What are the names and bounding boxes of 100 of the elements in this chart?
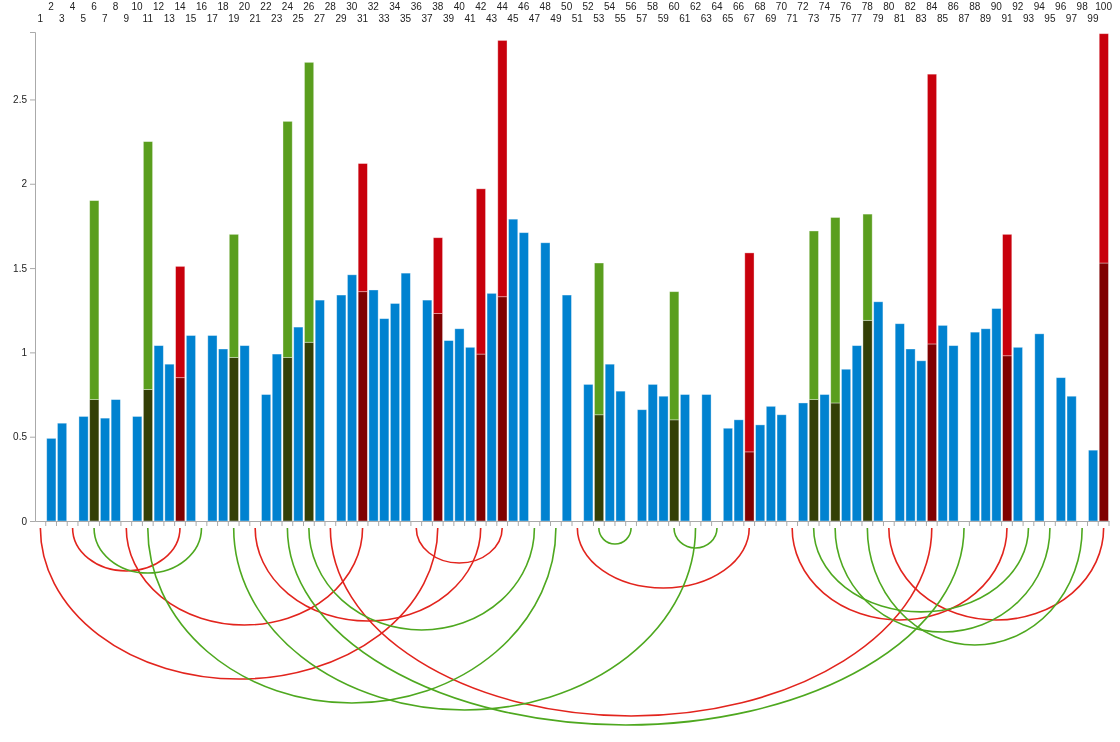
x-tick-label: 38: [432, 1, 444, 12]
x-tick-label: 59: [657, 13, 670, 24]
y-tick-label: 2: [21, 178, 28, 190]
x-tick-label: 57: [636, 13, 648, 24]
x-tick-label: 67: [743, 13, 756, 24]
x-tick-label: 58: [646, 1, 659, 12]
x-tick-label: 89: [979, 13, 992, 24]
x-tick-label: 42: [475, 1, 487, 12]
x-tick-label: 9: [123, 13, 130, 24]
x-tick-label: 51: [571, 13, 584, 24]
x-tick-label: 45: [507, 13, 519, 24]
y-tick-label: 0.5: [13, 431, 28, 443]
x-tick-label: 34: [389, 1, 401, 12]
x-tick-label: 72: [797, 1, 809, 12]
x-tick-label: 52: [582, 1, 595, 12]
x-tick-label: 23: [271, 13, 283, 24]
x-tick-label: 47: [528, 13, 541, 24]
x-tick-label: 46: [518, 1, 530, 12]
x-tick-label: 87: [958, 13, 971, 24]
x-tick-label: 62: [689, 1, 702, 12]
x-tick-label: 100: [1095, 1, 1113, 12]
x-tick-label: 64: [711, 1, 723, 12]
x-tick-label: 76: [840, 1, 852, 12]
x-tick-label: 81: [894, 13, 906, 24]
x-tick-label: 13: [163, 13, 176, 24]
x-tick-label: 28: [324, 1, 337, 12]
x-tick-label: 33: [378, 13, 391, 24]
x-tick-label: 68: [754, 1, 766, 12]
x-tick-label: 86: [947, 1, 960, 12]
x-tick-label: 74: [818, 1, 831, 12]
x-tick-label: 39: [442, 13, 455, 24]
x-tick-label: 65: [722, 13, 734, 24]
x-tick-label: 82: [904, 1, 917, 12]
x-tick-label: 2: [48, 1, 55, 12]
x-tick-label: 78: [861, 1, 874, 12]
x-tick-label: 48: [539, 1, 552, 12]
x-tick-label: 6: [91, 1, 98, 12]
x-tick-label: 37: [421, 13, 434, 24]
x-tick-label: 79: [872, 13, 885, 24]
x-tick-label: 96: [1055, 1, 1067, 12]
x-tick-label: 60: [668, 1, 681, 12]
x-tick-label: 95: [1044, 13, 1056, 24]
bar: [561, 294, 572, 522]
x-tick-label: 94: [1033, 1, 1046, 12]
x-tick-label: 21: [249, 13, 262, 24]
y-tick-label: 0: [21, 515, 28, 527]
x-tick-label: 70: [775, 1, 788, 12]
x-tick-label: 92: [1012, 1, 1024, 12]
x-tick-label: 27: [314, 13, 326, 24]
bar: [540, 242, 551, 522]
x-tick-label: 35: [399, 13, 412, 24]
x-tick-label: 12: [152, 1, 165, 12]
x-tick-label: 11: [142, 13, 154, 24]
x-tick-label: 77: [851, 13, 863, 24]
x-tick-label: 30: [346, 1, 358, 12]
x-tick-label: 83: [915, 13, 928, 24]
x-tick-label: 40: [453, 1, 466, 12]
x-tick-label: 16: [195, 1, 208, 12]
x-tick-label: 14: [174, 1, 186, 12]
x-tick-label: 55: [614, 13, 627, 24]
x-tick-label: 93: [1022, 13, 1035, 24]
x-tick-label: 31: [357, 13, 369, 24]
x-tick-label: 24: [281, 1, 294, 12]
x-tick-label: 15: [185, 13, 197, 24]
y-tick-label: 1.5: [13, 262, 28, 274]
x-tick-label: 98: [1076, 1, 1089, 12]
x-tick-label: 53: [593, 13, 605, 24]
x-tick-label: 26: [303, 1, 315, 12]
x-tick-label: 1: [37, 13, 44, 24]
x-tick-label: 36: [410, 1, 423, 12]
x-tick-label: 61: [679, 13, 691, 24]
x-tick-label: 71: [786, 13, 799, 24]
x-tick-label: 3: [59, 13, 66, 24]
x-tick-label: 20: [238, 1, 251, 12]
x-tick-label: 4: [69, 1, 76, 12]
bar: [1034, 333, 1045, 522]
x-tick-label: 7: [102, 13, 109, 24]
x-tick-label: 29: [335, 13, 348, 24]
x-tick-label: 50: [561, 1, 573, 12]
x-tick-label: 75: [829, 13, 842, 24]
x-tick-label: 85: [936, 13, 949, 24]
bar: [701, 394, 712, 522]
x-tick-label: 49: [550, 13, 562, 24]
x-tick-label: 18: [217, 1, 229, 12]
x-tick-label: 32: [367, 1, 380, 12]
x-tick-label: 25: [292, 13, 305, 24]
x-tick-label: 44: [496, 1, 509, 12]
x-tick-label: 90: [990, 1, 1003, 12]
x-tick-label: 63: [700, 13, 713, 24]
x-tick-label: 56: [625, 1, 638, 12]
x-tick-label: 66: [732, 1, 745, 12]
x-tick-label: 54: [604, 1, 616, 12]
x-tick-label: 17: [206, 13, 219, 24]
x-tick-label: 80: [883, 1, 895, 12]
x-tick-label: 43: [485, 13, 498, 24]
x-tick-label: 73: [808, 13, 820, 24]
x-tick-label: 84: [926, 1, 938, 12]
x-tick-label: 41: [464, 13, 476, 24]
x-tick-label: 88: [969, 1, 981, 12]
x-tick-label: 97: [1065, 13, 1078, 24]
